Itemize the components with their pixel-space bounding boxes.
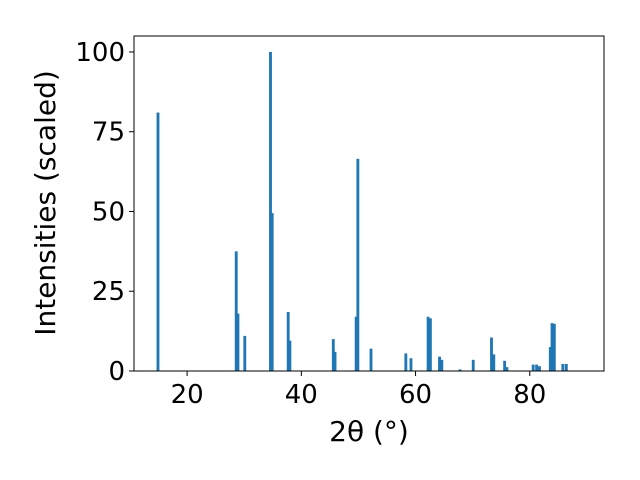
x-tick-label: 40 [285,380,318,410]
bar-15 [426,316,430,371]
bar-28 [548,347,552,371]
y-tick-label: 0 [108,357,125,387]
bar-13 [404,353,408,371]
bar-31 [561,363,565,371]
bar-27 [538,366,541,371]
bar-0 [156,112,160,372]
x-ticks: 20 40 60 80 [171,371,546,410]
x-axis-label: 2θ (°) [329,415,409,448]
bar-2 [236,313,240,371]
y-axis-label: Intensities (scaled) [29,70,62,336]
bar-19 [458,369,462,371]
bar-1 [234,251,238,371]
bars-group [156,51,568,372]
y-tick-label: 75 [92,118,125,148]
bar-22 [492,354,496,371]
bar-11 [356,158,360,371]
bar-21 [490,337,493,371]
y-ticks: 0 25 50 75 100 [75,38,134,387]
bar-14 [409,358,413,371]
bar-25 [531,364,535,371]
bar-7 [288,340,292,371]
bar-18 [440,359,444,371]
bar-30 [552,323,556,371]
bar-20 [471,359,475,371]
bar-16 [428,318,432,371]
x-tick-label: 20 [171,380,204,410]
x-tick-label: 80 [513,380,546,410]
bar-6 [286,311,290,371]
y-tick-label: 25 [92,277,125,307]
bar-8 [331,339,335,371]
bar-10 [354,316,358,371]
y-tick-label: 100 [75,38,125,68]
bar-24 [505,367,509,371]
bar-5 [270,213,274,371]
bar-23 [503,360,507,371]
bar-29 [550,323,554,371]
bar-26 [535,364,539,371]
bar-17 [438,356,441,371]
bar-9 [333,351,337,371]
bar-4 [269,51,272,371]
bar-3 [243,335,247,371]
x-tick-label: 60 [399,380,432,410]
bar-12 [369,348,373,371]
bar-32 [564,363,568,371]
y-tick-label: 50 [92,197,125,227]
plot-frame [133,35,605,372]
